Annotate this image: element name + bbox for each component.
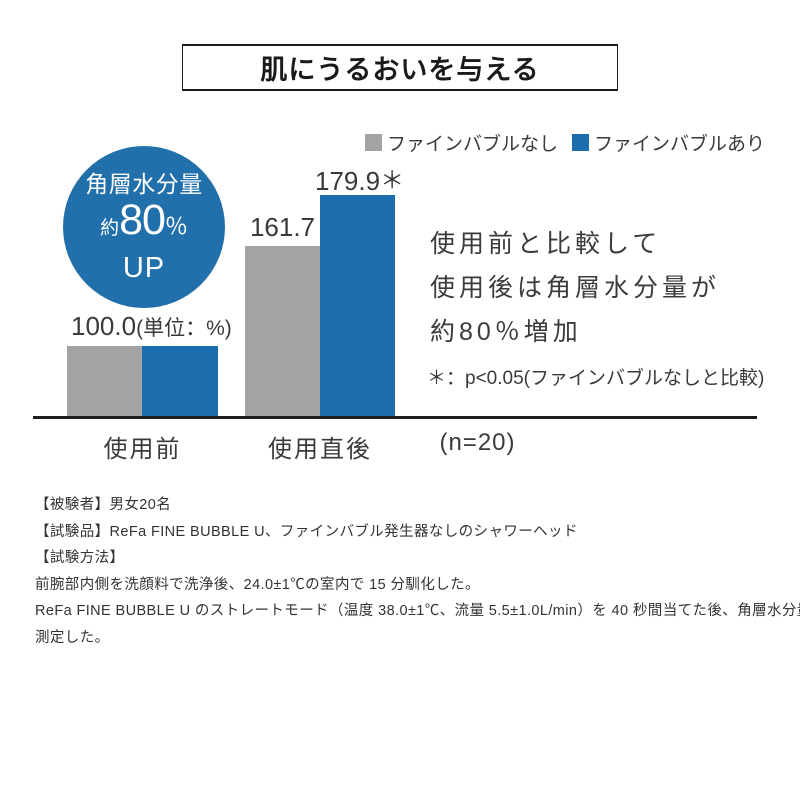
unit-label: (単位：%): [136, 317, 232, 340]
bar-before-with-bubble: [142, 346, 218, 417]
detail-method-1: 前腕部内側を洗顔料で洗浄後、24.0±1℃の室内で 15 分馴化した。: [35, 576, 480, 593]
badge-value: 80: [119, 195, 166, 244]
annotation-block: 使用前と比較して 使用後は角層水分量が 約80％増加: [430, 222, 720, 354]
annotation-line-1: 使用前と比較して: [430, 230, 662, 258]
value-label-after-gray: 161.7: [245, 212, 320, 243]
category-before: 使用前: [103, 436, 182, 463]
legend-swatch-gray: [364, 134, 382, 151]
legend-item-without: ファインバブルなし: [364, 129, 558, 156]
legend-label-with: ファインバブルあり: [593, 134, 765, 155]
badge-up-label: UP: [122, 251, 166, 284]
legend-swatch-blue: [571, 134, 589, 151]
badge-line2: 約 80 ％: [100, 197, 188, 252]
sample-size-label: (n=20): [439, 429, 516, 456]
value-179: 179.9: [315, 166, 381, 196]
bar-after-with-bubble: [320, 195, 395, 417]
value-label-baseline: 100.0(単位：%): [71, 311, 232, 342]
detail-product: 【試験品】ReFa FINE BUBBLE U、ファインバブル発生器なしのシャワ…: [35, 523, 578, 540]
significance-asterisk: ＊: [380, 167, 405, 194]
category-after: 使用直後: [268, 436, 372, 463]
bar-before-without-bubble: [67, 346, 142, 417]
value-100: 100.0: [71, 311, 137, 341]
test-details-block: 【被験者】男女20名 【試験品】ReFa FINE BUBBLE U、ファインバ…: [35, 492, 800, 651]
bar-after-without-bubble: [245, 246, 320, 417]
legend-label-without: ファインバブルなし: [386, 134, 558, 155]
detail-method-3: 測定した。: [35, 629, 110, 646]
chart-legend: ファインバブルなし ファインバブルあり: [364, 129, 765, 156]
title-box: 肌にうるおいを与える: [182, 44, 618, 91]
badge-line1: 角層水分量: [85, 170, 203, 197]
value-161: 161.7: [249, 212, 316, 242]
badge-approx: 約: [100, 217, 120, 239]
badge-percent: ％: [164, 212, 188, 239]
x-axis-line: [33, 416, 757, 419]
detail-method-header: 【試験方法】: [35, 550, 125, 566]
page-title: 肌にうるおいを与える: [260, 55, 540, 85]
annotation-line-2: 使用後は角層水分量が: [430, 274, 721, 302]
detail-subjects: 【被験者】男女20名: [35, 497, 172, 513]
significance-footnote: ＊：p<0.05(ファインバブルなしと比較): [427, 368, 765, 389]
annotation-line-3: 約80％増加: [430, 318, 582, 346]
value-label-after-blue: 179.9＊: [315, 160, 404, 197]
moisture-up-badge: 角層水分量 約 80 ％ UP: [63, 146, 225, 308]
detail-method-2: ReFa FINE BUBBLE U のストレートモード（温度 38.0±1℃、…: [35, 603, 800, 619]
legend-item-with: ファインバブルあり: [571, 129, 765, 156]
